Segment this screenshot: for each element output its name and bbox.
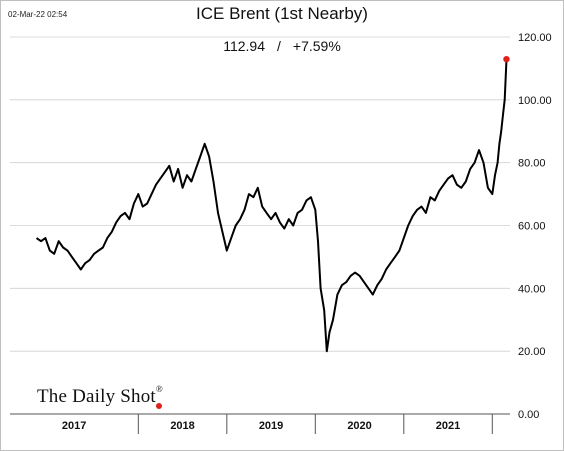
x-tick-label: 2021 — [436, 420, 460, 432]
price-line — [35, 59, 508, 353]
y-tick-label: 60.00 — [518, 221, 546, 233]
y-tick-label: 40.00 — [518, 283, 546, 295]
y-tick-label: 80.00 — [518, 158, 546, 170]
x-tick-label: 2020 — [347, 420, 371, 432]
logo-dot-icon — [156, 403, 162, 409]
x-tick-label: 2017 — [62, 420, 86, 432]
last-value-marker — [503, 55, 510, 63]
chart-title: ICE Brent (1st Nearby) — [196, 4, 368, 23]
x-tick-label: 2019 — [259, 420, 283, 432]
chart-subtitle: 112.94 / +7.59% — [0, 38, 564, 54]
timestamp: 02-Mar-22 02:54 — [8, 10, 68, 19]
logo-registered-mark: ® — [155, 384, 163, 394]
y-tick-label: 100.00 — [518, 95, 552, 107]
subtitle-separator: / — [277, 38, 281, 54]
y-tick-label: 120.00 — [518, 32, 552, 44]
logo-text: The Daily Shot — [37, 386, 156, 407]
y-tick-label: 20.00 — [518, 346, 546, 358]
subtitle-value: 112.94 — [223, 38, 265, 54]
subtitle-change: +7.59% — [292, 38, 341, 54]
y-tick-label: 0.00 — [518, 409, 539, 421]
daily-shot-logo: The Daily Shot® — [37, 384, 163, 408]
x-tick-label: 2018 — [170, 420, 194, 432]
